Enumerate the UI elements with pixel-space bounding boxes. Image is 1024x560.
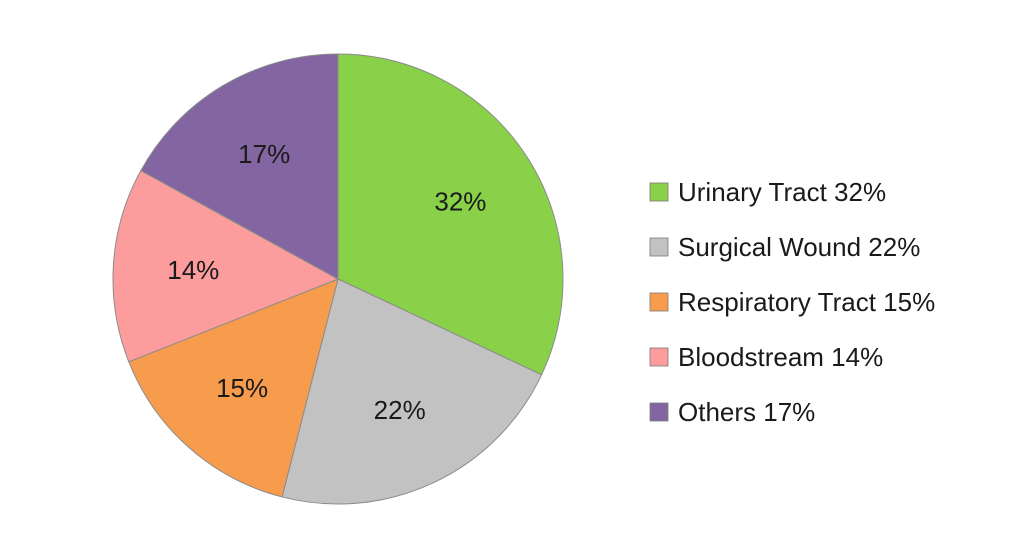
legend-swatch [649,347,669,367]
legend-item-others[interactable]: Others 17% [649,397,815,427]
legend-swatch [649,292,669,312]
legend-label: Urinary Tract 32% [678,177,886,207]
pie-slice-bloodstream [112,169,340,363]
legend-swatch [649,182,669,202]
pie-slice-others [140,53,339,280]
legend-label: Respiratory Tract 15% [678,287,935,317]
legend-item-respiratory-tract[interactable]: Respiratory Tract 15% [649,287,935,317]
pie-slice-urinary-tract [337,53,564,376]
pie-slice-respiratory-tract [128,278,339,498]
pie-slice-surgical-wound [281,278,543,505]
pie-slices [112,53,564,505]
data-label-bloodstream: 14% [167,255,219,285]
legend-item-bloodstream[interactable]: Bloodstream 14% [649,342,883,372]
chart-legend[interactable]: Urinary Tract 32% Surgical Wound 22% Respi… [649,177,935,427]
legend-swatch [649,237,669,257]
legend-swatch [649,402,669,422]
legend-label: Surgical Wound 22% [678,232,920,262]
legend-item-surgical-wound[interactable]: Surgical Wound 22% [649,232,920,262]
pie-data-labels: 32% 22% 15% 14% 17% [167,139,486,425]
data-label-surgical-wound: 22% [374,395,426,425]
data-label-respiratory-tract: 15% [216,373,268,403]
legend-label: Bloodstream 14% [678,342,883,372]
legend-item-urinary-tract[interactable]: Urinary Tract 32% [649,177,886,207]
legend-label: Others 17% [678,397,815,427]
data-label-others: 17% [238,139,290,169]
data-label-urinary-tract: 32% [434,186,486,216]
